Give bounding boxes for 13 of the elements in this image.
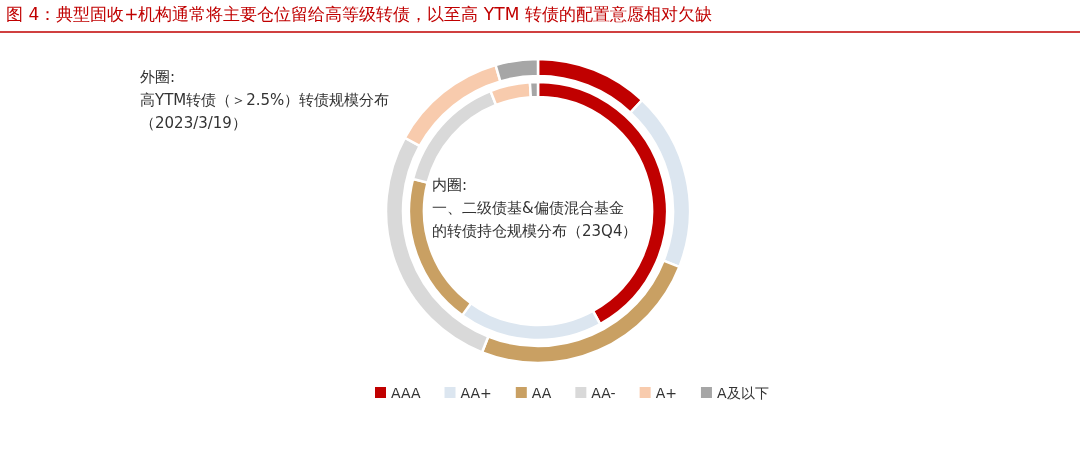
text: （2023/3/19） <box>140 114 247 132</box>
legend-label: AA <box>531 385 552 401</box>
text: 一、二级债基&偏债混合基金 <box>432 199 624 217</box>
text: 内圈: <box>432 176 468 194</box>
legend-label: A+ <box>655 385 677 401</box>
text: 高YTM转债（＞2.5%）转债规模分布 <box>140 91 390 109</box>
text: 的转债持仓规模分布（23Q4） <box>432 222 638 240</box>
legend-label: AAA <box>391 385 421 401</box>
legend-label: AA+ <box>460 385 492 401</box>
text: 外圈: <box>140 68 176 86</box>
chart-title: 图 4：典型固收+机构通常将主要仓位留给高等级转债，以至高 YTM 转债的配置意愿相对欠缺 <box>6 4 712 24</box>
legend-label: AA- <box>591 385 616 401</box>
legend-label: A及以下 <box>716 385 769 401</box>
